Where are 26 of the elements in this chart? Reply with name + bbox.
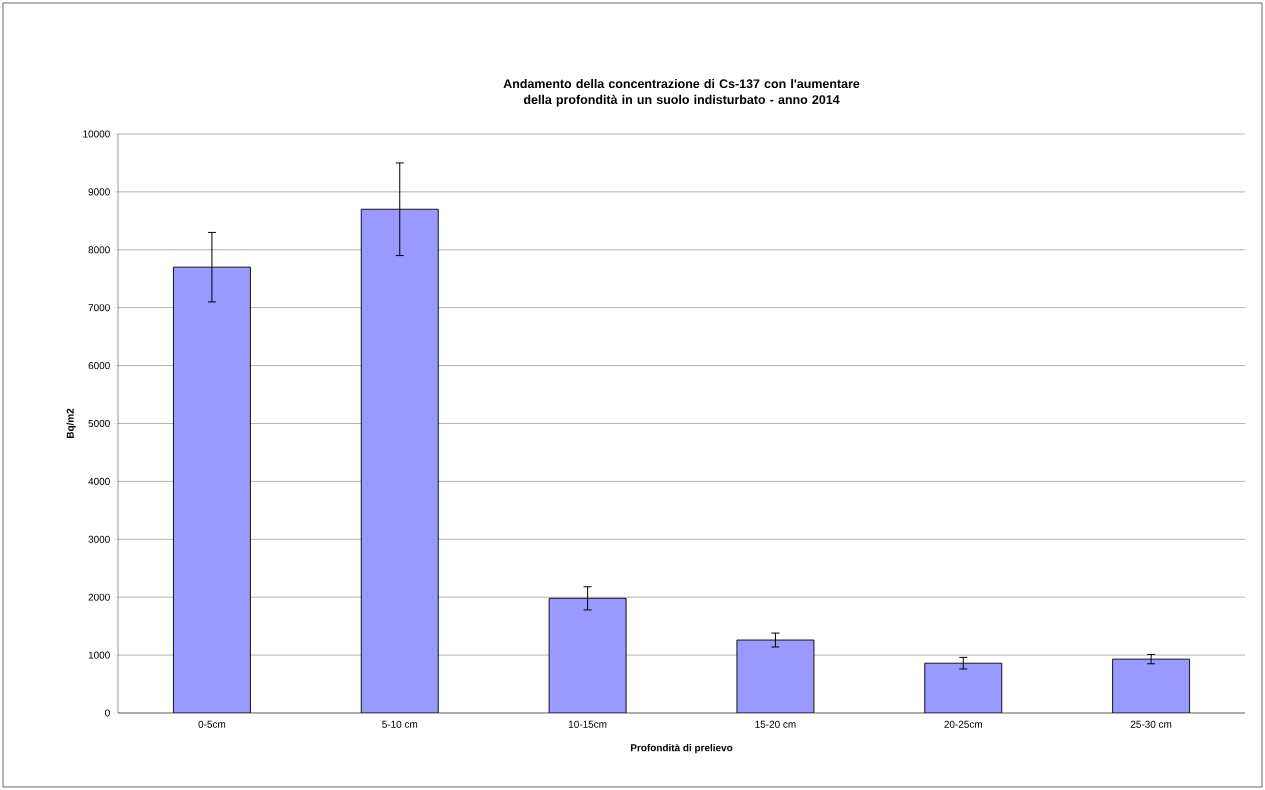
y-tick-label: 2000: [88, 593, 110, 601]
bar: [924, 662, 1003, 713]
y-tick-label: 1000: [88, 651, 110, 659]
bar: [172, 266, 251, 713]
y-tick-label: 10000: [83, 130, 110, 138]
y-tick-label: 5000: [88, 419, 110, 428]
bar: [736, 639, 815, 713]
y-tick-label: 9000: [88, 188, 110, 196]
x-tick-label: 15-20 cm: [755, 720, 796, 728]
x-tick-label: 25-30 cm: [1130, 720, 1172, 728]
chart-title: Andamento della concentrazione di Cs-137 con l'aumentare della profondità in un suolo indisturbato - anno 2014: [503, 78, 860, 107]
x-tick-label: 10-15cm: [568, 720, 607, 728]
y-tick-label: 6000: [88, 362, 110, 370]
y-tick-label: 8000: [88, 246, 110, 254]
x-tick-label: 5-10 cm: [382, 720, 418, 728]
y-tick-label: 4000: [88, 477, 110, 485]
x-axis-title: Profondità di prelievo: [630, 743, 733, 754]
y-tick-label: 3000: [88, 535, 110, 543]
bar: [360, 208, 439, 713]
y-tick-label: 7000: [88, 304, 110, 312]
x-tick-label: 20-25cm: [944, 720, 982, 728]
y-tick-label: 0: [105, 709, 110, 717]
bar: [548, 597, 627, 713]
x-tick-label: 0-5cm: [198, 720, 226, 728]
bar: [1112, 658, 1191, 713]
y-axis-title: Bq/m2: [66, 408, 76, 439]
